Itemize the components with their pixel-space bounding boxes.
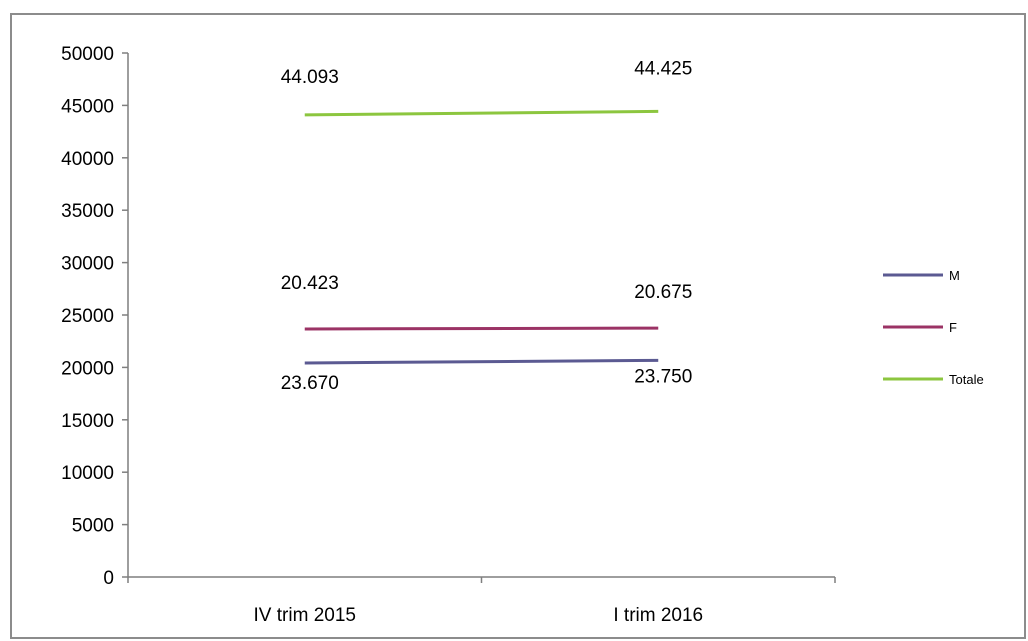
data-label: 20.423 <box>281 273 339 294</box>
y-tick-label: 20000 <box>61 358 114 379</box>
y-tick-labels: 0 5000 10000 15000 20000 25000 30000 35000 40000… <box>61 44 114 589</box>
legend-label: F <box>949 320 957 335</box>
y-tick-label: 50000 <box>61 44 114 65</box>
y-tick-label: 10000 <box>61 463 114 484</box>
data-label: 23.750 <box>634 366 692 387</box>
data-label: 44.425 <box>634 58 692 79</box>
x-tick-label: I trim 2016 <box>613 605 703 626</box>
y-tick-label: 30000 <box>61 254 114 275</box>
axes <box>122 52 836 583</box>
legend: M F Totale <box>883 268 984 387</box>
data-label: 23.670 <box>281 373 339 394</box>
series-lines <box>304 109 659 365</box>
y-tick-label: 45000 <box>61 96 114 117</box>
data-label: 44.093 <box>281 67 339 88</box>
data-labels: 23.670 23.750 20.423 20.675 44.093 44.425 <box>281 58 693 394</box>
y-tick-label: 15000 <box>61 411 114 432</box>
series-line-totale <box>304 109 659 117</box>
x-tick-label: IV trim 2015 <box>254 605 356 626</box>
y-tick-label: 0 <box>103 568 114 589</box>
y-tick-label: 25000 <box>61 306 114 327</box>
x-tick-labels: IV trim 2015 I trim 2016 <box>254 605 704 626</box>
series-line-f <box>304 326 659 331</box>
y-tick-label: 40000 <box>61 149 114 170</box>
y-tick-label: 35000 <box>61 201 114 222</box>
chart-frame <box>10 13 1026 639</box>
series-line-m <box>304 358 659 365</box>
legend-label: Totale <box>949 372 984 387</box>
data-label: 20.675 <box>634 282 692 303</box>
y-tick-label: 5000 <box>72 516 114 537</box>
legend-label: M <box>949 268 960 283</box>
